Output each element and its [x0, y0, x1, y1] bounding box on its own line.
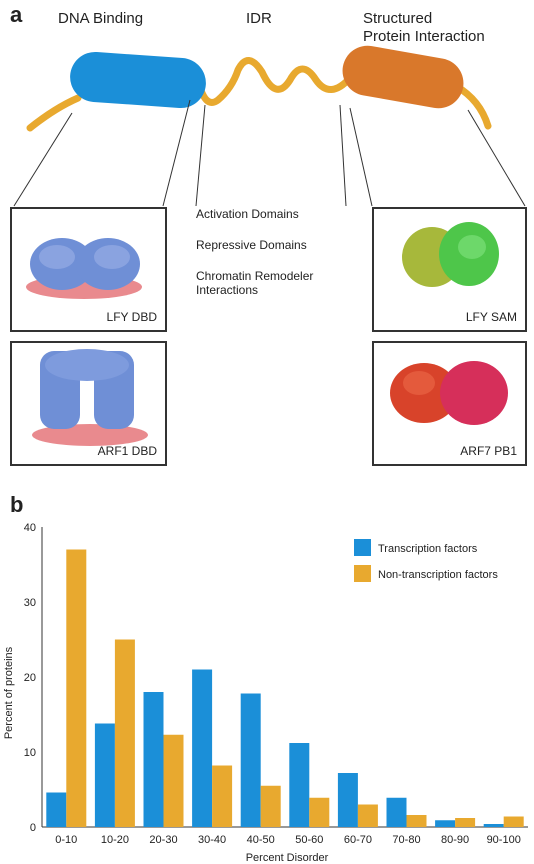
- bar-tf-50-60: [289, 743, 310, 827]
- arf7-pb1-structure: ARF7 PB1: [372, 341, 527, 466]
- bar-tf-70-80: [386, 797, 407, 827]
- y-tick-label: 20: [24, 672, 36, 684]
- bar-non-tf-90-100: [503, 816, 524, 827]
- dna-binding-domain: [70, 52, 206, 108]
- legend-swatch-tf: [354, 539, 371, 556]
- legend-label-non-tf: Non-transcription factors: [378, 569, 498, 581]
- chromatin-remodeler-text: Chromatin Remodeler: [196, 269, 314, 283]
- x-tick-label: 20-30: [149, 834, 177, 846]
- lfy-dbd-image: [26, 238, 142, 299]
- bar-tf-60-70: [337, 773, 358, 827]
- x-tick-label: 50-60: [295, 834, 323, 846]
- bar-tf-30-40: [192, 669, 213, 827]
- structured-header: Structured: [363, 10, 433, 27]
- arf7-pb1-image: [390, 361, 508, 425]
- bar-tf-0-10: [46, 792, 67, 827]
- plot-area: 0 10 20 30 40 0-10 10-20 20-30 30-40 40-50 50-60 60…: [24, 522, 528, 846]
- bar-non-tf-0-10: [66, 549, 87, 827]
- x-tick-label: 90-100: [487, 834, 521, 846]
- x-tick-label: 10-20: [101, 834, 129, 846]
- y-axis-label: Percent of proteins: [3, 646, 15, 739]
- y-tick-label: 0: [30, 822, 36, 834]
- interactions-text: Interactions: [196, 283, 259, 297]
- panel-b-label: b: [10, 492, 24, 517]
- bar-non-tf-10-20: [114, 639, 135, 827]
- n-terminal-linker: [26, 94, 82, 132]
- chart-legend: Transcription factors Non-transcription f…: [354, 539, 498, 582]
- bar-non-tf-80-90: [455, 818, 476, 827]
- protein-schematic: [13, 45, 526, 207]
- panel-a-label: a: [10, 2, 23, 27]
- lfy-sam-structure: LFY SAM: [372, 207, 527, 332]
- bar-tf-20-30: [143, 692, 164, 827]
- protein-interaction-domain: [342, 45, 464, 109]
- activation-domains-text: Activation Domains: [196, 207, 299, 221]
- bar-tf-80-90: [435, 820, 456, 827]
- idr-linker: [194, 57, 354, 106]
- bar-non-tf-30-40: [212, 765, 233, 827]
- bar-tf-90-100: [483, 824, 504, 827]
- lfy-dbd-label: LFY DBD: [106, 310, 157, 324]
- lfy-sam-image: [402, 222, 499, 287]
- bar-non-tf-50-60: [309, 797, 330, 827]
- bar-non-tf-20-30: [163, 734, 184, 827]
- arf1-dbd-label: ARF1 DBD: [97, 444, 157, 458]
- lfy-dbd-structure: LFY DBD: [10, 207, 167, 332]
- protein-interaction-header: Protein Interaction: [363, 28, 485, 45]
- disorder-bar-chart: Percent of proteins Percent Disorder 0 10…: [3, 522, 528, 864]
- lfy-sam-label: LFY SAM: [465, 310, 517, 324]
- x-tick-label: 80-90: [441, 834, 469, 846]
- x-tick-label: 30-40: [198, 834, 226, 846]
- bar-non-tf-60-70: [357, 804, 378, 827]
- arf1-dbd-image: [32, 349, 148, 446]
- arf7-pb1-label: ARF7 PB1: [460, 444, 517, 458]
- y-tick-label: 40: [24, 522, 36, 534]
- bar-non-tf-40-50: [260, 785, 281, 827]
- x-tick-label: 60-70: [344, 834, 372, 846]
- legend-swatch-non-tf: [354, 565, 371, 582]
- bar-non-tf-70-80: [406, 815, 427, 827]
- x-tick-label: 40-50: [247, 834, 275, 846]
- arf1-dbd-structure: ARF1 DBD: [10, 341, 167, 466]
- bar-tf-40-50: [240, 693, 261, 827]
- x-tick-label: 0-10: [55, 834, 77, 846]
- dna-binding-header: DNA Binding: [58, 10, 144, 27]
- bar-tf-10-20: [94, 723, 115, 827]
- idr-header: IDR: [246, 10, 272, 27]
- repressive-domains-text: Repressive Domains: [196, 238, 307, 252]
- y-tick-label: 30: [24, 597, 36, 609]
- x-tick-label: 70-80: [392, 834, 420, 846]
- legend-label-tf: Transcription factors: [378, 543, 478, 555]
- x-axis-label: Percent Disorder: [246, 852, 329, 864]
- y-tick-label: 10: [24, 747, 36, 759]
